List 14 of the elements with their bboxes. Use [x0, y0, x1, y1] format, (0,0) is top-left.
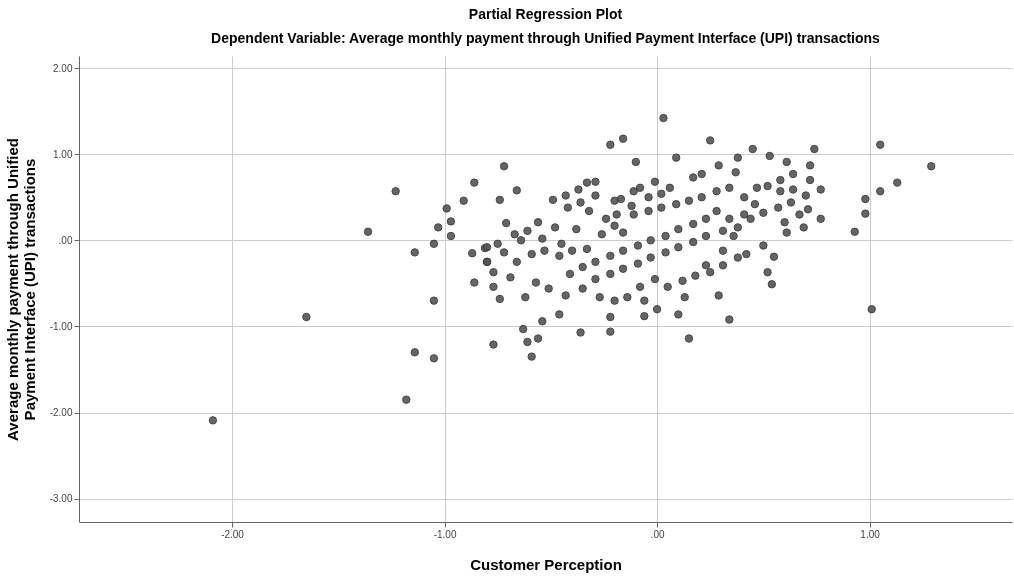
y-tick-label: 2.00: [53, 62, 73, 74]
y-tick-label: -3.00: [49, 493, 73, 505]
chart-title: Partial Regression Plot: [468, 6, 623, 22]
x-tick-label: -1.00: [433, 528, 457, 540]
y-tick-label: .00: [58, 234, 73, 246]
chart-subtitle: Dependent Variable: Average monthly payment through Unified Payment Interface (UPI) transactions: [211, 30, 881, 46]
x-tick-label: -2.00: [221, 528, 245, 540]
y-tick-label: -1.00: [49, 320, 73, 332]
y-axis-title: Average monthly payment through Unified Payment Interface (UPI) transactions: [3, 138, 38, 441]
y-tick-label: 1.00: [53, 148, 73, 160]
x-tick-label: .00: [650, 528, 665, 540]
y-tick-label: -2.00: [49, 407, 73, 419]
x-axis-title: Customer Perception: [470, 555, 622, 573]
x-tick-label: 1.00: [860, 528, 881, 540]
